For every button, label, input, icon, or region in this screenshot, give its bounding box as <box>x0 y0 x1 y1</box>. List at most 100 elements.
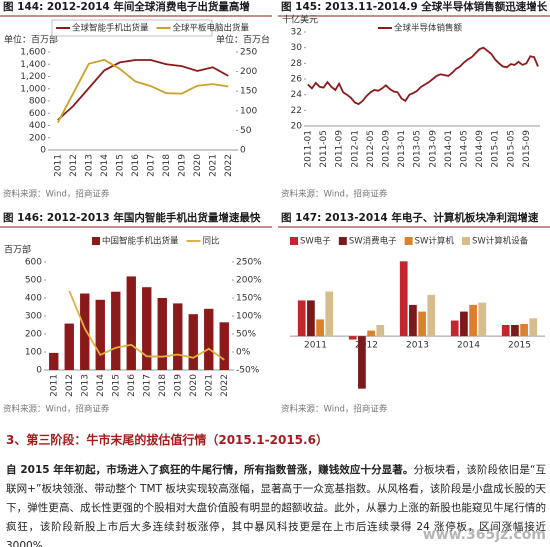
x-tick-label: 2018 <box>162 154 172 177</box>
y-tick-label: 600 <box>29 109 46 119</box>
x-tick-label: 2012-05 <box>366 130 376 168</box>
x-tick-label: 2011-05 <box>319 130 329 168</box>
x-tick-label: 2015-01 <box>491 130 501 168</box>
source-note: 资料来源：Wind，招商证券 <box>3 189 110 200</box>
y2-tick-label: 0% <box>236 348 251 358</box>
y2-tick-label: 200 <box>240 67 257 77</box>
source-note: 资料来源：Wind，招商证券 <box>3 404 110 415</box>
y-tick-label: 1,200 <box>20 72 46 82</box>
bar <box>418 311 426 337</box>
source-note: 资料来源：Wind，招商证券 <box>281 404 388 415</box>
legend-swatch <box>404 237 413 245</box>
x-tick-label: 2016 <box>127 374 137 397</box>
y-tick-label: 100 <box>25 348 42 358</box>
y-axis-label: 十亿美元 <box>282 14 318 26</box>
y-tick-label: 1,600 <box>20 48 46 58</box>
x-tick-label: 2011-09 <box>335 130 345 168</box>
x-tick-label: 2015 <box>508 341 531 351</box>
x-tick-label: 2012 <box>355 341 378 351</box>
legend-label: SW计算机 <box>415 236 455 247</box>
bar <box>399 261 408 337</box>
bar <box>511 325 519 337</box>
source-note: 资料来源：Wind，招商证券 <box>281 189 388 200</box>
section-heading: 3、第三阶段：牛市末尾的拔估值行情（2015.1-2015.6） <box>6 433 328 447</box>
bar <box>157 298 167 370</box>
figure-title: 图 146: 2012-2013 年国内智能手机出货量增速最快 <box>3 211 261 224</box>
watermark: www.365jz.com <box>422 527 546 543</box>
bar <box>95 299 105 370</box>
legend-label: 全球平板电脑出货量 <box>173 23 250 34</box>
bar <box>316 319 324 337</box>
line-series <box>57 59 229 121</box>
line-series <box>68 290 225 361</box>
bar <box>460 311 468 337</box>
bar <box>126 276 136 370</box>
bar <box>80 293 90 370</box>
x-tick-label: 2014-01 <box>444 130 454 168</box>
y-tick-label: 400 <box>29 121 46 131</box>
x-tick-label: 2017 <box>146 154 156 177</box>
y-tick-label: 20 <box>291 122 303 132</box>
bar <box>348 336 357 340</box>
x-tick-label: 2019 <box>173 374 183 397</box>
x-tick-label: 2014 <box>96 374 106 397</box>
bar <box>111 291 121 370</box>
legend-label: 中国智能手机出货量 <box>102 236 179 247</box>
charts: 图 144: 2012-2014 年间全球消费电子出货量高增资料来源：Wind，… <box>0 0 550 415</box>
x-tick-label: 2012 <box>65 374 75 397</box>
line-series <box>57 58 229 124</box>
paragraph: 自 2015 年年初起，市场进入了疯狂的牛尾行情，所有指数普涨，赚钱效应十分显著… <box>6 461 546 547</box>
y-tick-label: 500 <box>25 276 42 286</box>
bar <box>520 323 528 337</box>
x-tick-label: 2014 <box>457 341 480 351</box>
y2-axis-label: 单位：百万台 <box>216 34 270 46</box>
legend-label: 全球智能手机出货量 <box>72 23 149 34</box>
bar <box>307 300 315 337</box>
y2-tick-label: 150% <box>236 294 262 304</box>
legend-box <box>51 19 213 37</box>
y2-tick-label: 50% <box>236 330 256 340</box>
line-series <box>307 46 539 106</box>
y-tick-label: 1,000 <box>20 84 46 94</box>
y2-tick-label: 0 <box>240 146 246 156</box>
legend-label: SW计算机设备 <box>472 236 529 247</box>
y-tick-label: 28 <box>291 59 303 69</box>
y-tick-label: 600 <box>25 258 42 268</box>
legend-label: SW电子 <box>300 236 331 247</box>
y-tick-label: 24 <box>291 90 303 100</box>
bar <box>409 304 417 337</box>
bar <box>427 294 436 337</box>
x-tick-label: 2012 <box>69 154 79 177</box>
x-tick-label: 2011-01 <box>303 130 313 168</box>
x-tick-label: 2022 <box>224 154 234 177</box>
y2-tick-label: -50% <box>236 366 260 376</box>
x-tick-label: 2020 <box>193 154 203 177</box>
x-tick-label: 2015-09 <box>522 130 532 168</box>
x-tick-label: 2013-01 <box>397 130 407 168</box>
bar <box>450 320 459 337</box>
y-tick-label: 200 <box>29 133 46 143</box>
figure-title: 图 144: 2012-2014 年间全球消费电子出货量高增 <box>3 0 250 13</box>
bar <box>219 322 229 370</box>
x-tick-label: 2015-05 <box>506 130 516 168</box>
x-tick-label: 2015 <box>115 154 125 177</box>
bar <box>478 302 487 337</box>
legend-label: 同比 <box>203 236 220 247</box>
y-axis-label: 百万部 <box>4 244 31 256</box>
figure-title: 图 147: 2013-2014 年电子、计算机板块净利润增速 <box>281 211 539 224</box>
bar <box>142 287 152 370</box>
legend-swatch <box>461 237 470 245</box>
x-tick-label: 2012-01 <box>350 130 360 168</box>
x-tick-label: 2016 <box>131 154 141 177</box>
y-tick-label: 800 <box>29 97 46 107</box>
y2-tick-label: 200% <box>236 276 262 286</box>
bar <box>469 304 477 337</box>
paragraph-bold: 自 2015 年年初起，市场进入了疯狂的牛尾行情，所有指数普涨，赚钱效应十分显著… <box>6 464 414 476</box>
x-tick-label: 2013-05 <box>413 130 423 168</box>
y2-tick-label: 250% <box>236 258 262 268</box>
x-tick-label: 2018 <box>158 374 168 397</box>
x-tick-label: 2013-09 <box>428 130 438 168</box>
y-tick-label: 300 <box>25 312 42 322</box>
x-tick-label: 2011 <box>304 341 327 351</box>
